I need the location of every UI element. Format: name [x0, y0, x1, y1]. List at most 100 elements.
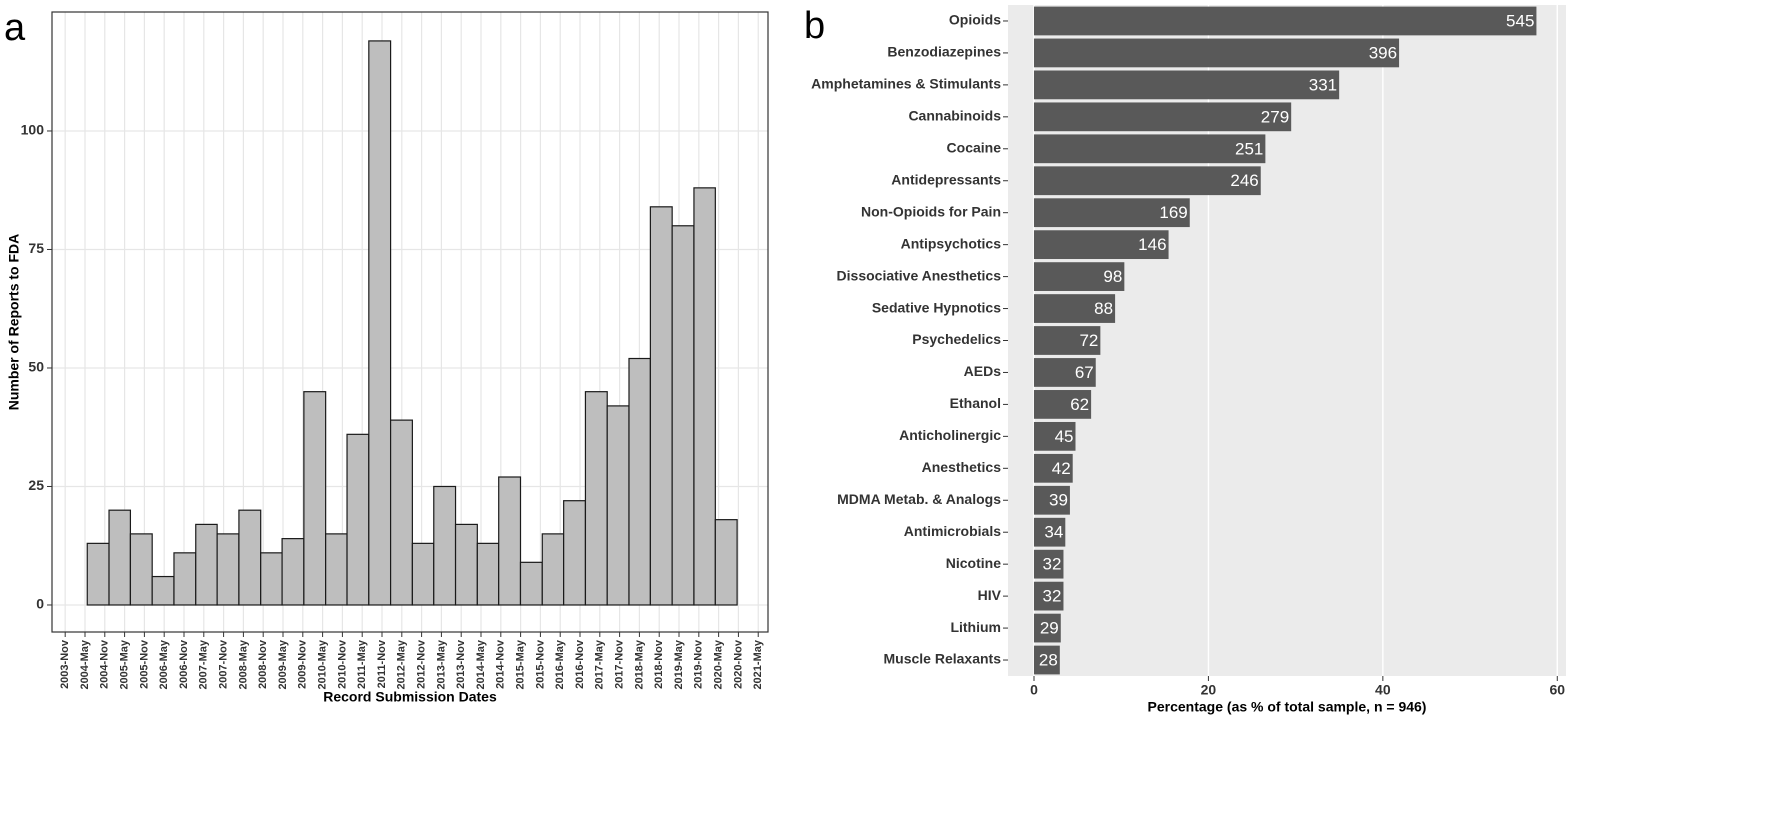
bar — [411, 542, 435, 606]
data-label: 42 — [1052, 459, 1071, 478]
data-label: 32 — [1043, 587, 1062, 606]
x-tick-label: 2007-Nov — [218, 639, 230, 689]
x-tick-label: 2014-Nov — [495, 639, 507, 689]
y-tick-label: 75 — [28, 240, 44, 256]
x-tick-label: 2010-Nov — [336, 639, 348, 689]
y-tick-label: HIV — [978, 587, 1002, 603]
x-tick-label: 2013-Nov — [455, 639, 467, 689]
plot-border — [51, 11, 769, 633]
panel-label: b — [804, 5, 825, 47]
y-tick-label: MDMA Metab. & Analogs — [837, 491, 1001, 507]
data-label: 146 — [1138, 235, 1166, 254]
bar — [173, 552, 197, 606]
x-tick-label: 2003-Nov — [59, 639, 71, 689]
data-label: 29 — [1040, 619, 1059, 638]
y-tick-label: 0 — [36, 596, 44, 612]
x-tick-label: 2015-May — [515, 639, 527, 689]
x-tick-label: 20 — [1201, 682, 1217, 698]
data-label: 246 — [1230, 171, 1258, 190]
y-tick-label: Benzodiazepines — [887, 44, 1001, 60]
bar — [433, 485, 457, 606]
bar — [1033, 645, 1060, 675]
x-tick-label: 2009-Nov — [297, 639, 309, 689]
bar — [325, 533, 348, 606]
y-tick-label: 25 — [28, 477, 44, 493]
y-tick-label: Antidepressants — [891, 171, 1001, 187]
x-tick-label: 0 — [1030, 682, 1038, 698]
x-tick-label: 2015-Nov — [534, 639, 546, 689]
bar — [649, 206, 673, 606]
bar — [1033, 485, 1070, 515]
y-tick-label: Amphetamines & Stimulants — [811, 76, 1001, 92]
bar — [216, 533, 240, 606]
y-tick-label: Antimicrobials — [904, 523, 1001, 539]
data-label: 279 — [1261, 107, 1289, 126]
x-tick-label: 60 — [1549, 682, 1565, 698]
bar — [1033, 262, 1125, 291]
x-tick-label: 2006-Nov — [178, 639, 190, 689]
bar — [1033, 517, 1066, 547]
x-tick-label: 2004-Nov — [99, 639, 111, 689]
x-tick-label: 2021-May — [752, 639, 764, 689]
bar — [1033, 134, 1266, 164]
x-tick-label: 2018-May — [633, 639, 645, 689]
bar — [541, 533, 565, 606]
y-tick-label: Ethanol — [950, 395, 1001, 411]
bar — [151, 575, 175, 606]
bar — [519, 561, 543, 606]
y-tick-label: Lithium — [950, 619, 1001, 635]
panel-label: a — [4, 7, 26, 49]
data-label: 98 — [1103, 267, 1122, 286]
bar — [260, 552, 283, 606]
y-tick-label: Cocaine — [947, 139, 1002, 155]
x-axis-label: Record Submission Dates — [323, 689, 497, 705]
x-tick-label: 2006-May — [158, 639, 170, 689]
bar — [1033, 549, 1064, 579]
data-label: 331 — [1309, 75, 1337, 94]
bar — [368, 40, 392, 606]
data-label: 39 — [1049, 491, 1068, 510]
bar — [86, 542, 110, 606]
x-tick-label: 2017-May — [594, 639, 606, 689]
x-tick-label: 2005-May — [118, 639, 130, 689]
data-label: 396 — [1369, 43, 1397, 62]
x-tick-label: 2012-May — [396, 639, 408, 689]
y-tick-label: Anticholinergic — [899, 427, 1001, 443]
data-label: 545 — [1506, 11, 1534, 30]
x-tick-label: 2011-May — [356, 639, 368, 689]
y-tick-label: Psychedelics — [912, 331, 1001, 347]
data-label: 72 — [1079, 331, 1098, 350]
y-tick-label: 50 — [28, 359, 44, 375]
bar — [454, 523, 478, 606]
bar — [1033, 358, 1096, 387]
bar — [498, 476, 522, 606]
bar — [281, 538, 305, 606]
y-tick-label: Dissociative Anesthetics — [837, 267, 1002, 283]
x-tick-label: 2017-Nov — [614, 639, 626, 689]
bar — [1033, 326, 1101, 355]
data-label: 251 — [1235, 139, 1263, 158]
y-tick-label: Antipsychotics — [901, 235, 1002, 251]
data-label: 34 — [1044, 523, 1063, 542]
bar — [671, 225, 695, 606]
x-tick-label: 2020-Nov — [732, 639, 744, 689]
bar — [195, 523, 218, 606]
x-tick-label: 2011-Nov — [376, 639, 388, 688]
bar — [1033, 581, 1064, 611]
data-label: 88 — [1094, 299, 1113, 318]
x-tick-label: 2008-Nov — [257, 639, 269, 689]
y-tick-label: Muscle Relaxants — [884, 651, 1002, 667]
bar — [1033, 294, 1116, 323]
bar — [303, 391, 327, 606]
x-tick-label: 2016-Nov — [574, 639, 586, 689]
x-tick-label: 2016-May — [554, 639, 566, 689]
bar — [1033, 230, 1169, 260]
bar — [1033, 390, 1092, 419]
bar — [1033, 421, 1076, 451]
y-tick-label: Opioids — [949, 12, 1001, 28]
x-tick-label: 40 — [1375, 682, 1391, 698]
bar — [1033, 70, 1340, 100]
bar — [606, 405, 630, 606]
y-axis-label: Number of Reports to FDA — [6, 234, 22, 411]
